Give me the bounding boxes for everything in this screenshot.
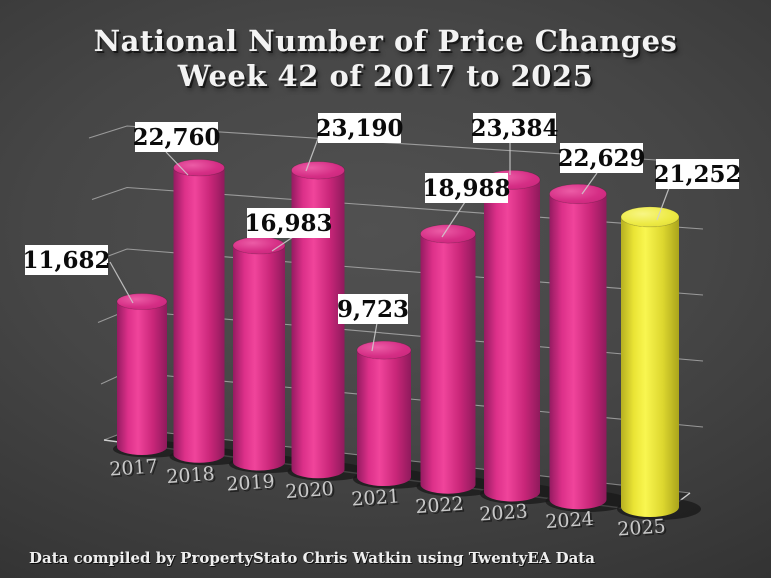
- bar-cylinder-2024: [549, 194, 607, 510]
- chart-title-line1: National Number of Price Changes: [93, 24, 678, 58]
- value-label-2021: 9,723: [337, 296, 409, 323]
- value-label-box-2020: [318, 113, 401, 143]
- leader-line-2022: [441, 201, 466, 238]
- bar-top-2025: [620, 206, 680, 228]
- value-label-2019: 16,983: [244, 210, 332, 237]
- leader-line-2024: [581, 172, 598, 195]
- value-label-box-2019: [247, 208, 330, 238]
- leader-line-2020: [305, 135, 320, 172]
- value-label-box-2025: [656, 159, 739, 189]
- category-label-2017: 2017: [109, 455, 159, 480]
- leader-line-2021: [371, 322, 378, 352]
- value-label-box-2018: [135, 122, 218, 152]
- value-label-2022: 18,988: [422, 175, 510, 202]
- bars-layer: [113, 159, 701, 520]
- category-label-2021: 2021: [351, 485, 401, 510]
- category-label-shadow-2023: 2023: [481, 502, 531, 527]
- bar-top-2019: [232, 236, 286, 255]
- value-label-box-2022: [425, 173, 508, 203]
- value-label-2020: 23,190: [315, 115, 403, 142]
- bar-cylinder-2019: [233, 245, 285, 471]
- category-label-shadow-2020: 2020: [287, 480, 337, 505]
- bar-cylinder-2020: [291, 170, 345, 479]
- category-label-shadow-2024: 2024: [547, 510, 597, 535]
- value-label-box-2017: [25, 245, 108, 275]
- value-label-box-2024: [560, 143, 643, 173]
- bar-top-2022: [420, 224, 476, 244]
- value-label-2024: 22,629: [557, 145, 645, 172]
- bar-top-2020: [291, 161, 345, 180]
- leader-line-2025: [656, 187, 670, 221]
- value-label-box-2021: [338, 294, 408, 324]
- bar-cylinder-2017: [117, 301, 167, 455]
- data-source-note: Data compiled by PropertyStato Chris Wat…: [29, 549, 595, 567]
- leader-line-2018: [165, 151, 189, 176]
- leader-line-2017: [109, 261, 134, 304]
- value-label-2025: 21,252: [653, 161, 741, 188]
- category-label-shadow-2025: 2025: [619, 517, 669, 542]
- bar-top-2024: [549, 183, 607, 205]
- category-label-shadow-2018: 2018: [168, 465, 218, 490]
- category-label-2022: 2022: [415, 493, 465, 518]
- category-label-2024: 2024: [545, 508, 595, 533]
- bar-top-2018: [173, 159, 225, 177]
- bar-cylinder-2025: [621, 216, 679, 517]
- labels-layer: 11,682 22,760 16,983 23,190 9,723 18,988 23,38…: [22, 113, 742, 542]
- category-label-2018: 2018: [166, 463, 216, 488]
- bar-top-2021: [356, 340, 412, 360]
- value-label-2018: 22,760: [132, 124, 220, 151]
- bar-cylinder-2022: [420, 233, 476, 494]
- category-label-2025: 2025: [617, 515, 667, 540]
- bar-cylinder-2018: [173, 167, 225, 463]
- value-label-box-2023: [473, 113, 556, 143]
- value-label-2023: 23,384: [470, 115, 558, 142]
- category-label-2019: 2019: [226, 470, 276, 495]
- category-label-shadow-2017: 2017: [111, 457, 161, 482]
- category-label-2023: 2023: [479, 500, 529, 525]
- bar-top-2017: [116, 293, 168, 310]
- category-label-shadow-2022: 2022: [417, 495, 467, 520]
- chart-title: National Number of Price Changes Week 42…: [0, 24, 771, 94]
- category-label-2020: 2020: [285, 478, 335, 503]
- bar-cylinder-2021: [357, 350, 411, 486]
- grid-line-25000: [88, 125, 704, 164]
- chart-title-line2: Week 42 of 2017 to 2025: [177, 59, 594, 93]
- bar-cylinder-2023: [484, 179, 540, 502]
- category-label-shadow-2019: 2019: [228, 472, 278, 497]
- leader-line-2019: [271, 236, 294, 252]
- category-label-shadow-2021: 2021: [353, 487, 403, 512]
- value-label-2017: 11,682: [22, 247, 110, 274]
